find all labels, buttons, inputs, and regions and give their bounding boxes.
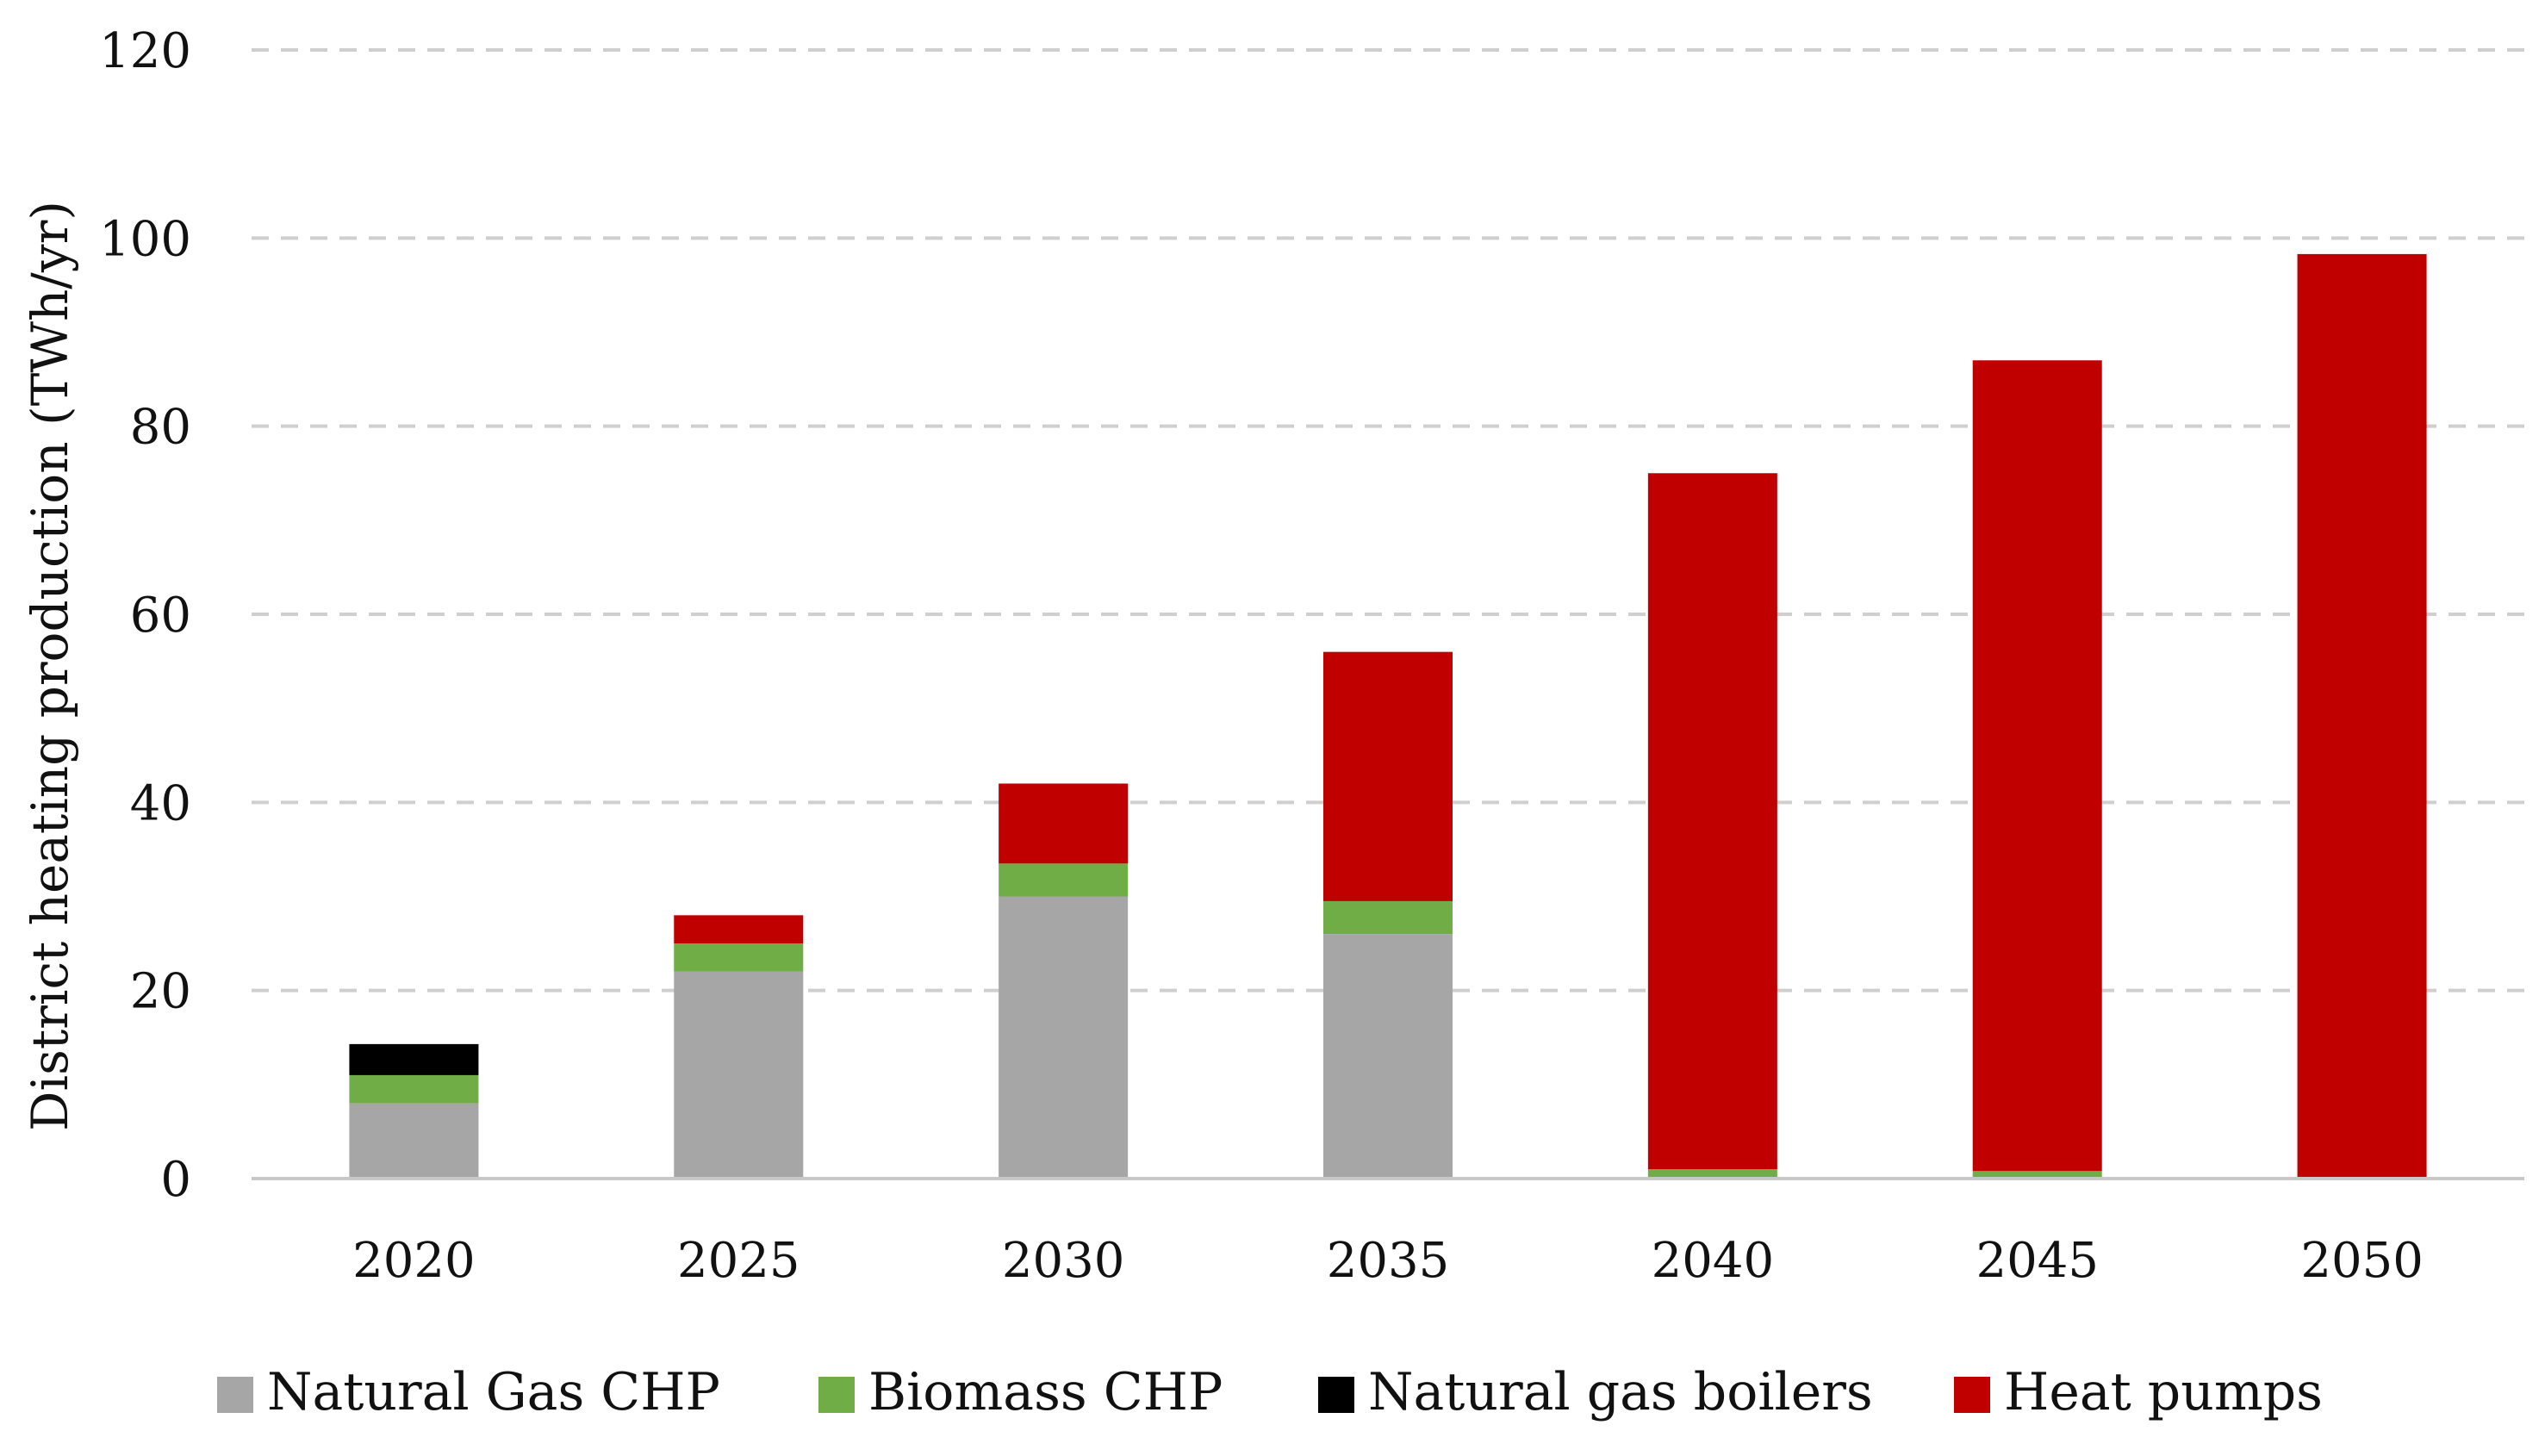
bar-2025-natural-gas-chp	[674, 971, 804, 1179]
x-tick-label: 2045	[1976, 1233, 2099, 1289]
bar-2040-biomass-chp	[1647, 1169, 1777, 1179]
bar-2035-heat-pumps	[1323, 651, 1453, 901]
legend-label: Natural Gas CHP	[267, 1362, 720, 1422]
bar-2030-heat-pumps	[999, 783, 1129, 864]
bar-2040-heat-pumps	[1647, 473, 1777, 1170]
x-tick-label: 2050	[2300, 1233, 2424, 1289]
legend-item-natural-gas-boilers: Natural gas boilers	[1318, 1362, 1873, 1422]
bar-2030-biomass-chp	[999, 863, 1129, 897]
y-tick-label: 100	[99, 211, 191, 267]
bar-2025-biomass-chp	[674, 943, 804, 972]
bar-2020-natural-gas-boilers	[349, 1043, 479, 1075]
bar-2045-biomass-chp	[1972, 1171, 2102, 1179]
x-axis: 2020 2025 2030 2035 2040 2045 2050	[252, 1177, 2524, 1289]
y-tick-label: 0	[160, 1152, 191, 1208]
y-tick-label: 20	[130, 964, 191, 1020]
legend: Natural Gas CHP Biomass CHP Natural gas bo…	[217, 1362, 2323, 1422]
y-tick-label: 40	[130, 775, 191, 831]
bar-2030-natural-gas-chp	[999, 896, 1129, 1179]
bar-2020-natural-gas-chp	[349, 1103, 479, 1179]
legend-label: Biomass CHP	[868, 1362, 1223, 1422]
bar-2035-biomass-chp	[1323, 900, 1453, 935]
y-axis: 0 20 40 60 80 100 120	[99, 23, 191, 1208]
bar-2020-biomass-chp	[349, 1074, 479, 1104]
legend-swatch	[1954, 1377, 1990, 1413]
bar-2035-natural-gas-chp	[1323, 934, 1453, 1179]
x-tick-label: 2020	[352, 1233, 476, 1289]
x-tick-label: 2030	[1002, 1233, 1125, 1289]
bar-2045-heat-pumps	[1972, 360, 2102, 1172]
y-tick-label: 80	[130, 400, 191, 456]
legend-swatch	[818, 1377, 855, 1413]
legend-swatch	[217, 1377, 253, 1413]
bars	[349, 253, 2427, 1179]
legend-label: Heat pumps	[2004, 1362, 2323, 1422]
legend-item-biomass-chp: Biomass CHP	[818, 1362, 1223, 1422]
y-tick-label: 60	[130, 588, 191, 644]
x-tick-label: 2035	[1327, 1233, 1450, 1289]
y-axis-title: District heating production (TWh/yr)	[21, 201, 79, 1131]
legend-label: Natural gas boilers	[1368, 1362, 1873, 1422]
bar-2025-heat-pumps	[674, 915, 804, 944]
x-tick-label: 2025	[677, 1233, 800, 1289]
legend-swatch	[1318, 1377, 1354, 1413]
y-tick-label: 120	[99, 23, 191, 79]
legend-item-natural-gas-chp: Natural Gas CHP	[217, 1362, 720, 1422]
bar-2050-heat-pumps	[2297, 253, 2427, 1179]
x-tick-label: 2040	[1652, 1233, 1775, 1289]
legend-item-heat-pumps: Heat pumps	[1954, 1362, 2323, 1422]
